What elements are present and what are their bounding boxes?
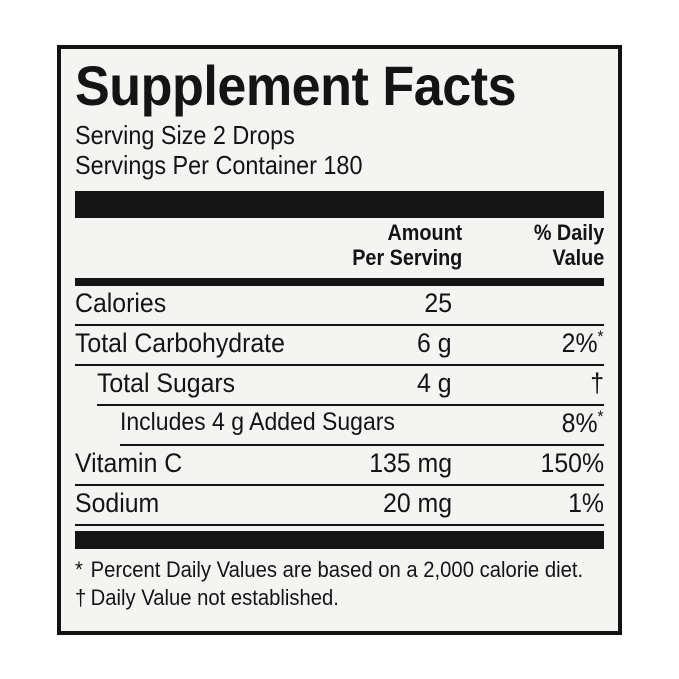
footnote-text: Percent Daily Values are based on a 2,00…	[90, 557, 584, 583]
footnote-line: † Daily Value not established.	[75, 584, 562, 612]
nutrient-amount: 4 g	[417, 368, 452, 399]
nutrient-daily-value: †	[590, 369, 604, 399]
nutrient-row: Includes 4 g Added Sugars 8%*	[75, 406, 604, 447]
nutrient-daily-value: 1%	[568, 489, 604, 519]
daily-value-number: 8%	[562, 408, 599, 439]
nutrient-amount: 25	[424, 288, 452, 319]
percent-daily-value-header: % Daily Value	[534, 221, 604, 270]
row-divider-rule	[75, 364, 604, 367]
dv-header-line1: % Daily	[533, 220, 604, 246]
column-header-divider-bar	[75, 278, 604, 287]
dv-header-line2: Value	[552, 245, 604, 271]
asterisk-footnote-marker: *	[598, 407, 604, 427]
nutrient-rows: Calories 25 Total Carbohydrate 6 g 2%* Total …	[75, 286, 604, 527]
footnote-marker: †	[75, 585, 87, 611]
nutrient-daily-value: 8%*	[562, 409, 604, 439]
nutrient-row: Total Carbohydrate 6 g 2%*	[75, 326, 604, 367]
daily-value-number: 1%	[568, 488, 604, 519]
footnote-text: Daily Value not established.	[90, 585, 339, 611]
dagger-footnote-marker: †	[590, 368, 604, 399]
nutrient-row: Calories 25	[75, 286, 604, 327]
row-divider-rule	[75, 324, 604, 327]
amount-header-line2: Per Serving	[351, 245, 462, 271]
nutrient-amount: 20 mg	[382, 488, 452, 519]
nutrient-name: Sodium	[75, 488, 160, 519]
header-divider-bar-thick	[75, 191, 604, 219]
page-title: Supplement Facts	[75, 54, 517, 117]
nutrient-name: Total Sugars	[97, 368, 236, 399]
column-headers: Amount Per Serving % Daily Value	[75, 221, 604, 273]
row-divider-rule	[97, 404, 604, 407]
row-divider-rule	[120, 444, 604, 447]
amount-header-line1: Amount	[387, 220, 462, 246]
supplement-facts-content: Supplement Facts Serving Size 2 Drops Se…	[75, 55, 604, 625]
nutrient-name: Calories	[75, 288, 167, 319]
amount-per-serving-header: Amount Per Serving	[352, 221, 462, 270]
serving-size-line: Serving Size 2 Drops	[75, 120, 295, 151]
row-divider-rule	[75, 524, 604, 527]
nutrient-daily-value: 2%*	[562, 329, 604, 359]
servings-per-container-line: Servings Per Container 180	[75, 150, 363, 181]
nutrient-row: Vitamin C 135 mg 150%	[75, 446, 604, 487]
nutrient-amount: 135 mg	[369, 448, 452, 479]
daily-value-number: 2%	[562, 328, 599, 359]
nutrient-name: Total Carbohydrate	[75, 328, 285, 359]
asterisk-footnote-marker: *	[598, 327, 604, 347]
footnotes: * Percent Daily Values are based on a 2,0…	[75, 556, 583, 612]
daily-value-number: 150%	[540, 448, 604, 479]
footnote-line: * Percent Daily Values are based on a 2,0…	[75, 556, 583, 584]
nutrient-row: Sodium 20 mg 1%	[75, 486, 604, 527]
row-divider-rule	[75, 484, 604, 487]
footnote-divider-bar	[75, 531, 604, 550]
nutrient-daily-value: 150%	[540, 449, 604, 479]
nutrient-amount: 6 g	[417, 328, 452, 359]
footnote-marker: *	[75, 557, 83, 583]
supplement-facts-panel: Supplement Facts Serving Size 2 Drops Se…	[57, 45, 622, 635]
nutrient-name: Vitamin C	[75, 448, 183, 479]
nutrient-name: Includes 4 g Added Sugars	[120, 408, 395, 437]
nutrient-row: Total Sugars 4 g †	[75, 366, 604, 407]
serving-information: Serving Size 2 Drops Servings Per Contai…	[75, 120, 551, 180]
